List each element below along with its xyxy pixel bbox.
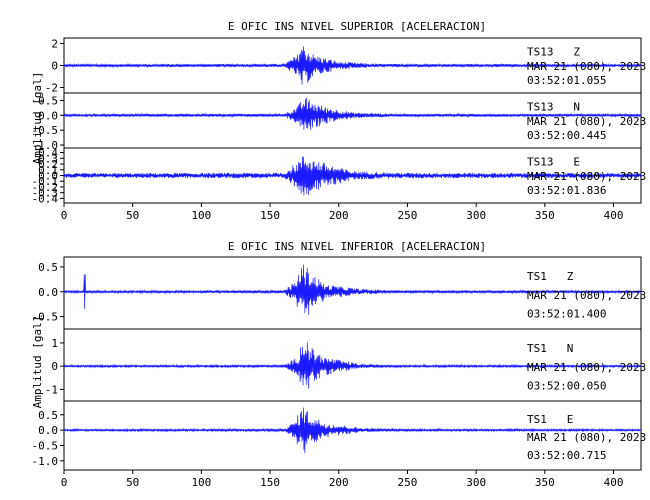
x-tick-label: 0 — [61, 476, 68, 489]
channel-name: TS1 E — [527, 413, 573, 426]
x-tick-label: 250 — [398, 209, 418, 222]
lower-panel-title: E OFIC INS NIVEL INFERIOR [ACELERACION] — [228, 240, 486, 253]
trace-panel: -0.5 0.0 0.5 TS1 Z MAR 21 (080), 2023 03:52:0… — [32, 256, 646, 330]
x-tick-label: 100 — [191, 476, 211, 489]
y-tick-label: -0.2 — [32, 181, 59, 194]
y-tick-label: 0.0 — [38, 424, 58, 437]
y-tick-label: 0.3 — [38, 152, 58, 165]
y-tick-label: 0.5 — [38, 261, 58, 274]
trace-panel: -1.0 -0.5 0.0 0.5 TS1 E MAR 21 (080), 2023 03:… — [32, 400, 646, 471]
x-tick-label: 300 — [466, 209, 486, 222]
upper-panel-title: E OFIC INS NIVEL SUPERIOR [ACELERACION] — [228, 20, 486, 33]
y-tick-label: 2 — [51, 38, 58, 51]
record-date: MAR 21 (080), 2023 — [527, 361, 646, 374]
record-time: 03:52:00.715 — [527, 449, 606, 462]
y-tick-label: -0.5 — [32, 124, 59, 137]
trace-line — [63, 264, 641, 315]
y-tick-label: 0.5 — [38, 409, 58, 422]
y-tick-label: 1 — [51, 337, 58, 350]
y-tick-label: 0.0 — [38, 109, 58, 122]
y-tick-label: -0.5 — [32, 311, 59, 324]
record-date: MAR 21 (080), 2023 — [527, 60, 646, 73]
record-time: 03:52:01.836 — [527, 184, 606, 197]
trace-line — [63, 46, 641, 85]
x-tick-label: 0 — [61, 209, 68, 222]
record-time: 03:52:00.050 — [527, 379, 606, 392]
record-date: MAR 21 (080), 2023 — [527, 170, 646, 183]
lower-panel-ylabel: Amplitud [gal] — [31, 316, 44, 409]
y-tick-label: 0.1 — [38, 164, 58, 177]
x-tick-label: 50 — [126, 476, 139, 489]
record-time: 03:52:00.445 — [527, 129, 606, 142]
y-tick-label: -1.0 — [32, 455, 59, 468]
y-tick-label: 0.0 — [38, 286, 58, 299]
y-tick-label: -1 — [45, 383, 58, 396]
x-tick-label: 400 — [604, 209, 624, 222]
y-tick-label: -0.4 — [32, 192, 59, 205]
channel-name: TS1 N — [527, 342, 573, 355]
record-time: 03:52:01.055 — [527, 74, 606, 87]
channel-name: TS13 Z — [527, 46, 580, 59]
y-tick-label: 0.5 — [38, 94, 58, 107]
x-tick-label: 50 — [126, 209, 139, 222]
trace-line — [63, 156, 641, 196]
y-tick-label: -1.0 — [32, 139, 59, 152]
y-tick-label: 0.0 — [38, 170, 58, 183]
upper-panel-group: E OFIC INS NIVEL SUPERIOR [ACELERACION] … — [31, 20, 646, 222]
y-tick-label: 0.4 — [38, 147, 58, 160]
record-time: 03:52:01.400 — [527, 307, 606, 320]
y-tick-label: 0 — [51, 360, 58, 373]
trace-panel: -0.4-0.3-0.2-0.10.00.10.20.30.4 TS13 EMAR… — [32, 147, 647, 206]
record-date: MAR 21 (080), 2023 — [527, 289, 646, 302]
x-tick-label: 350 — [535, 209, 555, 222]
x-tick-label: 150 — [260, 476, 280, 489]
lower-panel-plot: -0.5 0.0 0.5 TS1 Z MAR 21 (080), 2023 03:52:0… — [32, 256, 646, 489]
trace-frame — [63, 400, 642, 471]
channel-name: TS1 Z — [527, 270, 574, 283]
channel-name: TS13 E — [527, 156, 580, 169]
x-tick-label: 200 — [329, 209, 349, 222]
y-tick-label: -2 — [45, 82, 58, 95]
record-date: MAR 21 (080), 2023 — [527, 115, 646, 128]
x-tick-label: 100 — [191, 209, 211, 222]
y-tick-label: -0.1 — [32, 175, 59, 188]
y-tick-label: 0 — [51, 60, 58, 73]
x-tick-label: 300 — [466, 476, 486, 489]
x-tick-label: 400 — [604, 476, 624, 489]
trace-line — [63, 342, 641, 389]
record-date: MAR 21 (080), 2023 — [527, 431, 646, 444]
trace-panel: -1 0 1 TS1 N MAR 21 (080), 2023 03:52:00.050 — [45, 328, 646, 402]
x-tick-label: 250 — [398, 476, 418, 489]
x-tick-label: 350 — [535, 476, 555, 489]
lower-panel-group: E OFIC INS NIVEL INFERIOR [ACELERACION] … — [31, 240, 646, 489]
y-tick-label: -0.3 — [32, 187, 59, 200]
trace-line — [63, 97, 641, 131]
x-tick-label: 200 — [329, 476, 349, 489]
y-tick-label: 0.2 — [38, 158, 58, 171]
upper-panel-ylabel: Amplitud [gal] — [31, 72, 44, 165]
x-tick-label: 150 — [260, 209, 280, 222]
y-tick-label: -0.5 — [32, 439, 59, 452]
channel-name: TS13 N — [527, 101, 580, 114]
